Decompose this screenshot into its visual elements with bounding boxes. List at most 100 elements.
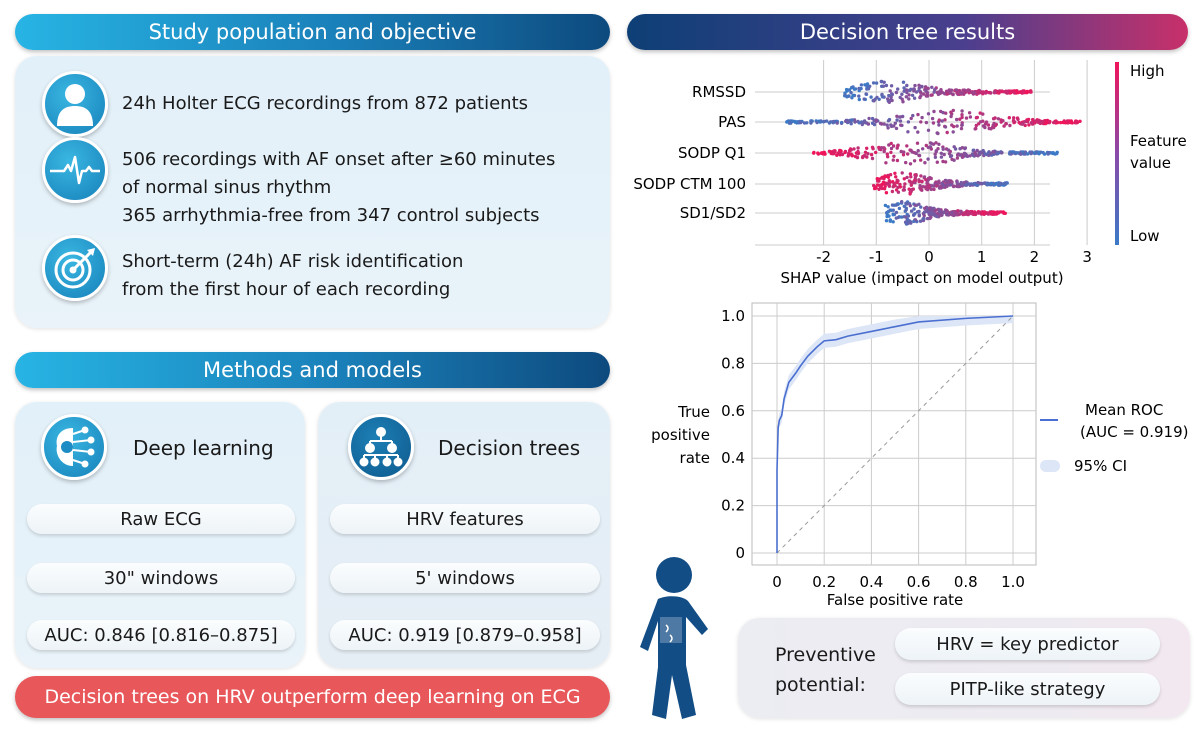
roc-ytick: 0.2: [721, 497, 745, 515]
shap-feature-label: PAS: [718, 113, 746, 131]
shap-dot: [942, 152, 946, 157]
shap-dot: [918, 219, 923, 223]
shap-dot: [885, 211, 889, 215]
shap-dot: [898, 95, 902, 100]
shap-dot: [984, 91, 988, 95]
shap-dot: [960, 146, 965, 150]
shap-dot: [974, 126, 978, 131]
shap-dot: [945, 92, 949, 96]
shap-dot: [986, 181, 990, 186]
shap-dot: [958, 117, 962, 121]
legend-roc-label-1: Mean ROC: [1085, 401, 1163, 419]
shap-dot: [840, 120, 844, 125]
shap-dot: [995, 211, 999, 215]
shap-dot: [939, 109, 943, 114]
shap-dot: [935, 160, 939, 164]
shap-dot: [989, 181, 994, 186]
shap-dot: [945, 89, 949, 94]
shap-dot: [1002, 90, 1006, 94]
shap-dot: [891, 213, 895, 217]
study-item-2: 506 recordings with AF onset after ≥60 m…: [122, 149, 556, 226]
shap-dot: [884, 181, 888, 186]
shap-dot: [911, 187, 915, 191]
shap-dot: [863, 150, 868, 154]
shap-dot: [930, 116, 935, 121]
shap-dot: [882, 146, 886, 150]
shap-dot: [967, 182, 971, 186]
trees-window-pill: 5' windows: [330, 563, 600, 593]
shap-dot: [903, 182, 907, 186]
shap-dot: [918, 186, 922, 190]
shap-dot: [978, 111, 982, 115]
shap-xtick: 1: [977, 248, 987, 266]
shap-dot: [912, 96, 917, 100]
shap-dot: [908, 204, 912, 208]
shap-dot: [1002, 181, 1007, 186]
shap-dot: [921, 147, 925, 151]
roc-plot-frame: [751, 302, 1037, 566]
shap-dot: [885, 123, 889, 127]
shap-dot: [1008, 152, 1012, 156]
shap-dot: [917, 153, 921, 158]
shap-dot: [857, 121, 861, 125]
shap-dot: [1010, 89, 1014, 93]
shap-dot: [981, 112, 985, 116]
shap-dot: [912, 207, 916, 211]
shap-dot: [894, 126, 899, 131]
shap-dot: [981, 212, 985, 216]
shap-dot: [975, 115, 979, 120]
shap-dot: [986, 123, 991, 127]
shap-dot: [904, 160, 908, 165]
shap-dot: [949, 154, 954, 158]
shap-dot: [944, 178, 948, 183]
shap-dot: [919, 174, 923, 178]
shap-dot: [920, 84, 924, 89]
shap-dot: [951, 108, 955, 113]
shap-dot: [1001, 119, 1005, 123]
results-header: Decision tree results: [627, 14, 1188, 50]
shap-dot: [896, 87, 900, 91]
shap-dot: [872, 122, 877, 127]
methods-title: Methods and models: [203, 358, 422, 382]
trees-auc-pill: AUC: 0.919 [0.879–0.958]: [330, 620, 600, 650]
shap-dot: [1068, 120, 1073, 125]
shap-dot: [1037, 150, 1041, 154]
shap-dot: [959, 209, 963, 213]
shap-dot: [887, 143, 891, 147]
shap-dot: [933, 155, 938, 159]
shap-dot: [931, 121, 936, 125]
shap-dot: [930, 211, 934, 215]
shap-dot: [966, 154, 970, 158]
shap-dot: [883, 203, 888, 208]
shap-xtick: -1: [869, 248, 884, 266]
shap-dot: [1025, 118, 1030, 123]
shap-feature-label: SODP Q1: [678, 144, 746, 162]
shap-dot: [902, 86, 906, 90]
shap-dot: [877, 97, 881, 102]
shap-dot: [960, 123, 964, 127]
shap-dot: [1023, 150, 1028, 154]
shap-dot: [963, 146, 968, 150]
shap-dot: [857, 94, 861, 98]
shap-dot: [905, 83, 909, 88]
shap-dot: [839, 149, 843, 153]
shap-dot: [882, 149, 886, 154]
ecg-heartbeat-icon: [42, 137, 108, 203]
shap-dot: [1018, 152, 1023, 156]
shap-dot: [981, 148, 985, 153]
trees-input-pill: HRV features: [330, 504, 600, 534]
shap-dot: [962, 211, 966, 216]
shap-dot: [931, 206, 936, 211]
shap-xtick: -2: [816, 248, 831, 266]
shap-dot: [850, 118, 854, 122]
shap-dot: [925, 216, 930, 221]
shap-dot: [967, 111, 972, 115]
legend-ci-swatch: [1040, 460, 1060, 472]
shap-dot: [961, 155, 965, 159]
shap-dot: [884, 161, 888, 165]
shap-dot: [849, 90, 853, 95]
roc-ytick: 0.6: [721, 402, 745, 420]
shap-dot: [880, 176, 884, 180]
shap-dot: [943, 125, 948, 129]
shap-dot: [934, 141, 938, 145]
